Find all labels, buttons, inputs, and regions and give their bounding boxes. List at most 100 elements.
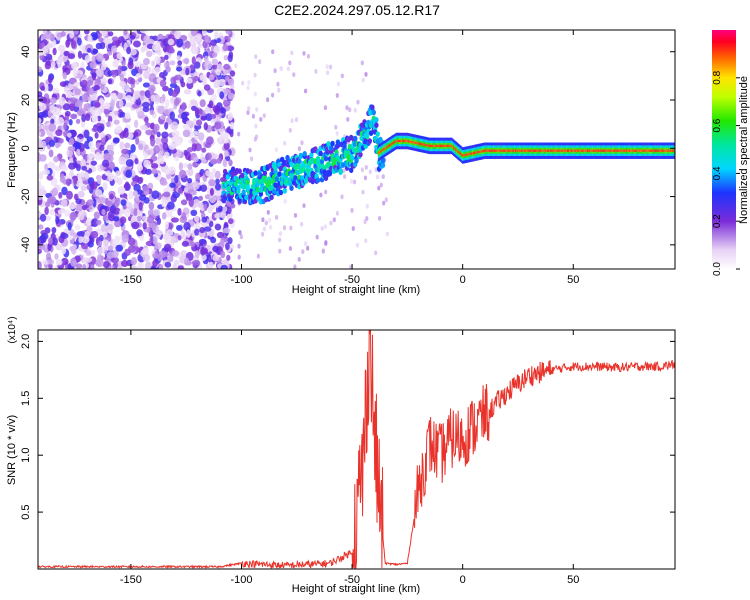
heatmap-cell (85, 250, 92, 256)
heatmap-cell (406, 139, 409, 143)
heatmap-cell (125, 95, 133, 101)
heatmap-cell (220, 250, 226, 259)
heatmap-cell (177, 208, 182, 216)
heatmap-y-axis-label: Frequency (Hz) (6, 112, 18, 188)
heatmap-cell (158, 263, 164, 269)
heatmap-x-tick-label: 0 (460, 274, 466, 286)
heatmap-cell (204, 60, 213, 70)
heatmap-cell (128, 245, 136, 253)
heatmap-cell (485, 149, 487, 152)
heatmap-cell (84, 54, 91, 64)
heatmap-cell (56, 108, 62, 117)
heatmap-cell (530, 149, 533, 152)
heatmap-cell (673, 149, 675, 152)
heatmap-cell (511, 149, 514, 152)
heatmap-cell (73, 82, 81, 87)
heatmap-cell (201, 216, 208, 223)
heatmap-x-axis-label: Height of straight line (km) (292, 284, 420, 296)
heatmap-frame (37, 29, 676, 270)
heatmap-cell (579, 149, 581, 152)
heatmap-cell (176, 224, 183, 231)
heatmap-cell (114, 126, 123, 134)
heatmap-cell (167, 256, 174, 263)
heatmap-cell (75, 118, 81, 124)
heatmap-cell (144, 168, 152, 175)
heatmap-cell (66, 190, 73, 200)
heatmap-cell (285, 154, 290, 161)
heatmap-cell (116, 52, 123, 60)
heatmap-cell (570, 149, 572, 152)
heatmap-cell (413, 141, 415, 144)
heatmap-cell (377, 185, 381, 191)
heatmap-cell (661, 149, 663, 152)
heatmap-cell (99, 234, 104, 242)
heatmap-cell (349, 264, 353, 269)
heatmap-cell (484, 149, 486, 152)
heatmap-cell (50, 177, 58, 187)
heatmap-cell (342, 168, 346, 174)
heatmap-cell (100, 30, 108, 37)
heatmap-cell (44, 215, 52, 221)
heatmap-cell (426, 144, 429, 147)
heatmap-y-tick-label: 20 (20, 94, 32, 106)
heatmap-cell (69, 137, 75, 145)
heatmap-cell (164, 221, 169, 229)
heatmap-cell (127, 237, 136, 246)
heatmap-cell (223, 136, 229, 144)
heatmap-cell (548, 149, 550, 152)
heatmap-cell (569, 149, 571, 152)
heatmap-cell (282, 225, 287, 231)
heatmap-cell (111, 36, 119, 42)
heatmap-cell (539, 149, 541, 152)
heatmap-y-tick-label: 0 (20, 145, 32, 151)
heatmap-cell (189, 99, 198, 105)
heatmap-panel: -150 -100 -50 0 50 -40 -20 0 20 40 Height of str… (6, 29, 676, 296)
heatmap-cell (90, 160, 98, 166)
heatmap-cell (240, 172, 245, 179)
heatmap-cell (414, 141, 416, 144)
heatmap-cell (172, 263, 178, 269)
heatmap-cell (349, 167, 354, 173)
heatmap-cell (462, 154, 464, 157)
heatmap-cell (603, 149, 606, 152)
heatmap-cell (108, 161, 115, 170)
heatmap-cell (100, 64, 107, 71)
heatmap-cell (197, 132, 205, 141)
heatmap-cell (460, 153, 463, 156)
heatmap-cell (121, 148, 129, 155)
heatmap-cell (208, 172, 215, 181)
heatmap-cell (422, 143, 424, 146)
heatmap-cell (147, 38, 155, 45)
heatmap-cell (593, 149, 596, 152)
heatmap-cell (78, 133, 84, 140)
heatmap-cell (139, 30, 148, 34)
heatmap-cell (408, 140, 411, 143)
heatmap-cell (171, 250, 180, 257)
heatmap-cell (91, 127, 99, 133)
snr-x-tick-label: -50 (344, 574, 360, 586)
heatmap-cell (89, 61, 97, 69)
colorbar-tick-label: 0.0 (712, 262, 723, 276)
heatmap-cell (653, 149, 655, 152)
heatmap-y-tick-label: 40 (20, 46, 32, 58)
heatmap-cell (391, 142, 393, 146)
heatmap-cell (85, 217, 93, 226)
heatmap-cell (67, 82, 74, 90)
heatmap-cell (513, 149, 516, 152)
heatmap-cell (146, 215, 155, 224)
heatmap-cell (184, 257, 190, 266)
heatmap-cell (556, 149, 558, 152)
heatmap-cell (163, 243, 172, 252)
snr-y-tick-label: 2.0 (20, 334, 32, 349)
heatmap-cell (438, 144, 441, 148)
heatmap-cell (508, 149, 510, 152)
heatmap-cell (407, 140, 410, 143)
heatmap-cell (516, 149, 518, 152)
heatmap-cell (48, 195, 57, 204)
snr-y-ticks: 0.5 1.0 1.5 2.0 (20, 334, 675, 520)
heatmap-cell (217, 137, 223, 145)
heatmap-cell (68, 162, 76, 170)
heatmap-cell (304, 241, 308, 247)
heatmap-cell (278, 237, 282, 243)
heatmap-cell (522, 149, 525, 152)
